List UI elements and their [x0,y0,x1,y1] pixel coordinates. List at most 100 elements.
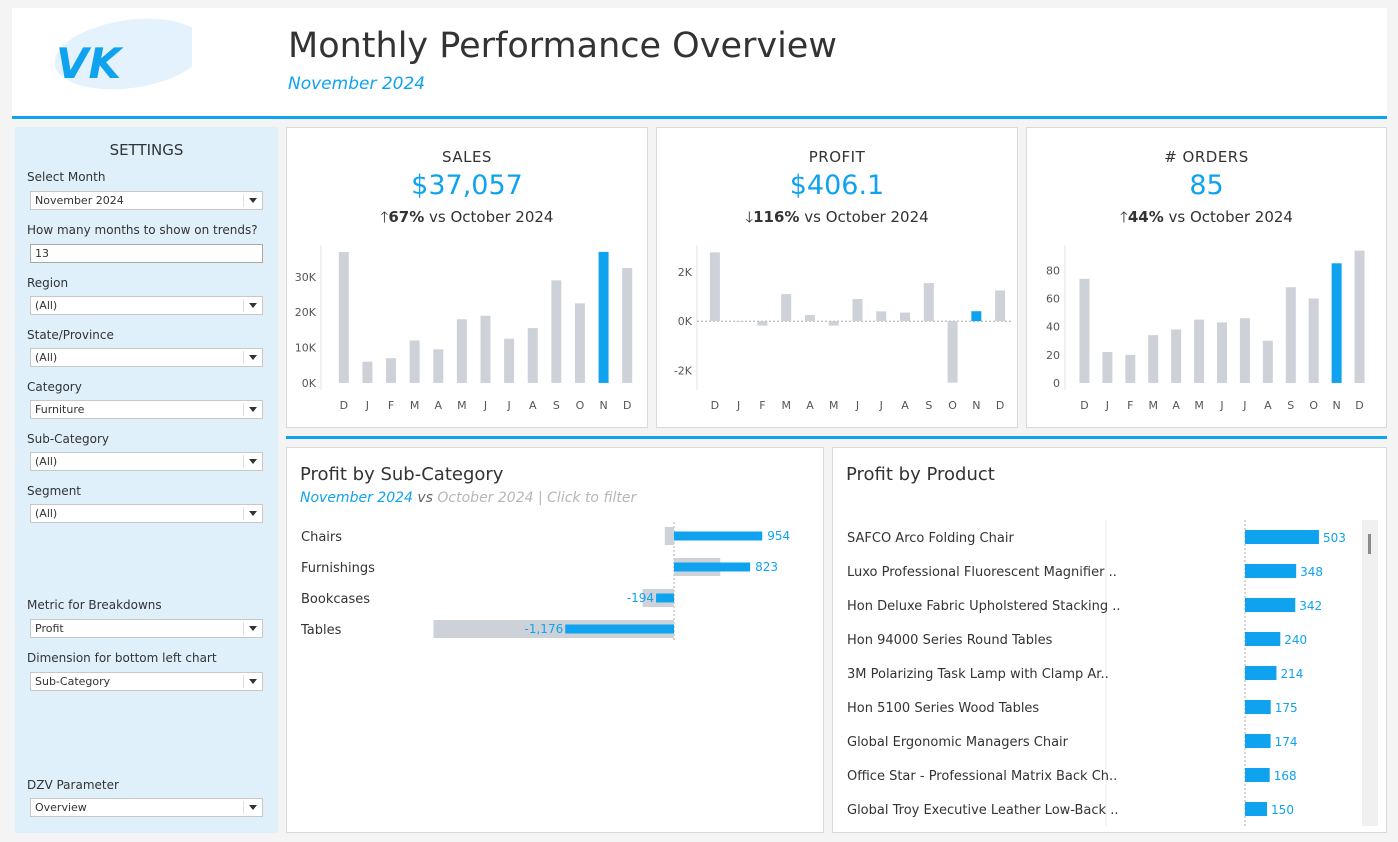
y-tick-label: 20 [1046,349,1060,362]
arrow-up-icon: 🡑 [1120,208,1128,226]
x-tick-label: J [1105,399,1109,412]
subcategory-panel: Profit by Sub-Category November 2024 vs … [286,447,824,833]
product-panel: Profit by Product SAFCO Arco Folding Cha… [832,447,1387,833]
value-label: 823 [755,560,778,574]
segment-dropdown[interactable]: (All) [30,504,263,523]
category-dropdown[interactable]: Furniture [30,400,263,419]
region-dropdown[interactable]: (All) [30,296,263,315]
bar [574,303,585,383]
chevron-down-icon [249,303,257,308]
x-tick-label: F [388,399,394,412]
product-bar [1245,530,1319,544]
dimension-value: Sub-Category [35,675,111,688]
bar [1331,263,1342,383]
bar [433,349,444,383]
product-bar [1245,632,1281,646]
bar [1194,319,1205,383]
chevron-down-icon [249,459,257,464]
y-tick-label: 20K [295,306,317,319]
select-month-label: Select Month [27,170,106,184]
chevron-down-icon [249,355,257,360]
y-tick-label: -2K [674,364,693,377]
current-period-bar [565,624,674,634]
metric-dropdown[interactable]: Profit [30,619,263,638]
x-tick-label: M [1194,399,1204,412]
bar [828,321,839,326]
sales-card: SALES $37,057 🡑67% vs October 2024 0K 10K… [286,127,648,428]
sales-change: 🡑67% vs October 2024 [287,207,647,232]
select-month-dropdown[interactable]: November 2024 [30,191,263,210]
bar [622,267,633,383]
x-tick-label: M [410,399,420,412]
x-tick-label: S [1287,399,1294,412]
sub-category-dropdown[interactable]: (All) [30,452,263,471]
vk-logo: VK [54,18,192,90]
bar [804,315,815,322]
state-dropdown[interactable]: (All) [30,348,263,367]
product-label: Luxo Professional Fluorescent Magnifier … [847,565,1117,580]
chevron-down-icon [249,198,257,203]
section-divider [286,436,1387,439]
dzv-label: DZV Parameter [27,778,119,792]
x-tick-label: O [1309,399,1318,412]
arrow-down-icon: 🡓 [745,208,754,226]
months-on-trends-input[interactable]: 13 [30,244,263,263]
chevron-down-icon [249,626,257,631]
bar [781,294,792,322]
divider [243,507,244,520]
settings-title: SETTINGS [109,141,184,159]
metric-value: Profit [35,622,64,635]
dzv-dropdown[interactable]: Overview [30,798,263,817]
sales-trend-chart[interactable]: 0K 10K 20K 30K D J F M A M J J A S O N D [287,128,649,429]
bar [480,315,491,383]
x-tick-label: M [781,399,791,412]
bar [551,280,562,383]
chevron-down-icon [249,407,257,412]
x-tick-label: A [529,399,537,412]
state-label: State/Province [27,328,114,342]
profit-value: $406.1 [789,170,885,201]
orders-change: 🡑44% vs October 2024 [1027,207,1386,232]
profit-trend-chart[interactable]: -2K 0K 2K D J F M A M J J A S O N D [657,128,1019,429]
value-label: 954 [767,529,790,543]
sales-compare: vs October 2024 [424,208,554,226]
product-chart[interactable]: SAFCO Arco Folding Chair 503 Luxo Professi… [833,448,1386,832]
divider [243,351,244,364]
chevron-down-icon [249,511,257,516]
x-tick-label: M [829,399,839,412]
bar [923,283,934,322]
arrow-up-icon: 🡑 [380,208,389,226]
bar [1239,318,1250,383]
x-tick-label: A [806,399,814,412]
subcategory-chart[interactable]: Chairs 954 Furnishings 823 Bookcases -194 Tabl… [287,448,823,832]
product-label: 3M Polarizing Task Lamp with Clamp Ar.. [847,667,1109,682]
bar [1079,278,1090,383]
x-tick-label: O [576,399,585,412]
bar [947,321,958,383]
sub-category-value: (All) [35,455,58,468]
x-tick-label: A [1172,399,1180,412]
x-tick-label: O [948,399,957,412]
value-label: 174 [1275,735,1298,749]
orders-trend-chart[interactable]: 0 20 40 60 80 D J F M A M J J A S O N D [1027,128,1388,429]
bar [709,252,720,322]
x-tick-label: J [506,399,510,412]
value-label: -1,176 [525,622,564,636]
x-tick-label: J [879,399,883,412]
segment-label: Segment [27,484,81,498]
bar [1285,287,1296,383]
current-period: November 2024 [300,490,413,506]
divider [243,194,244,207]
settings-panel: SETTINGS Select Month November 2024 How … [15,127,278,833]
bar [527,328,538,383]
bar [1308,298,1319,383]
y-tick-label: 30K [295,271,317,284]
divider [243,622,244,635]
bar [1148,335,1159,383]
metric-label: Metric for Breakdowns [27,598,162,612]
x-tick-label: J [365,399,369,412]
dimension-dropdown[interactable]: Sub-Category [30,672,263,691]
product-label: Hon 94000 Series Round Tables [847,633,1053,648]
bar [409,340,420,383]
